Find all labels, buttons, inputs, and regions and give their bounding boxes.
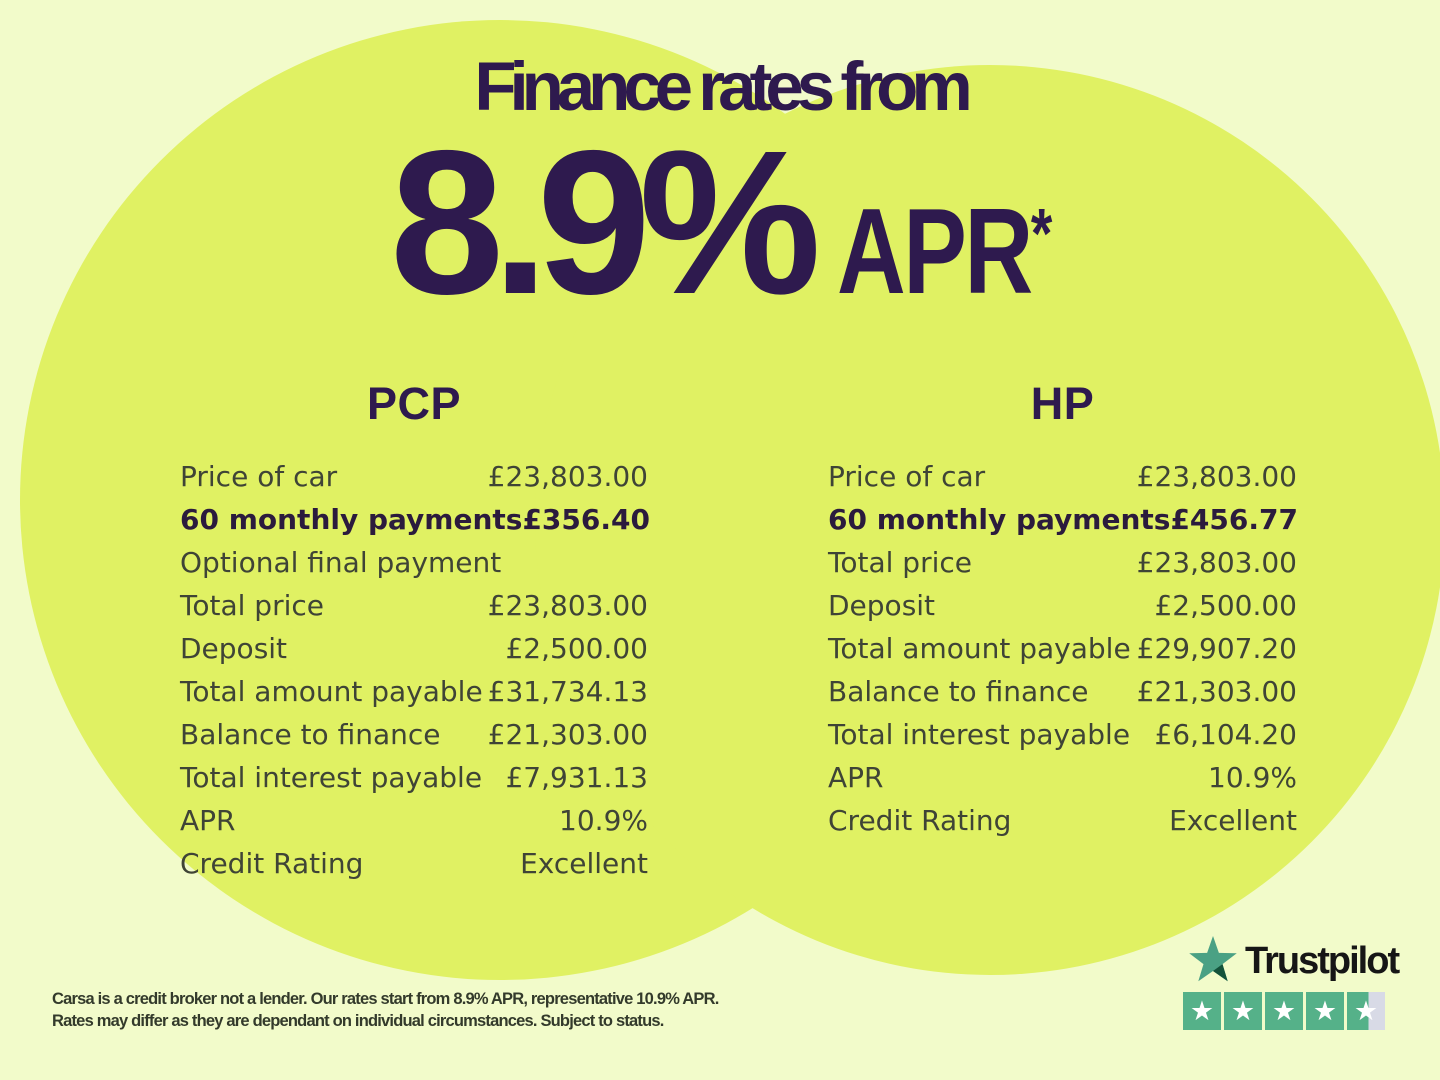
rating-star-icon [1183, 992, 1221, 1030]
row-value: £23,803.00 [1136, 460, 1297, 493]
apr-asterisk: * [1031, 193, 1053, 273]
table-row: APR 10.9% [828, 756, 1297, 799]
hp-table: Price of car £23,803.00 60 monthly payme… [828, 455, 1298, 842]
row-value: £7,931.13 [505, 761, 648, 794]
row-value: £2,500.00 [1154, 589, 1297, 622]
row-label: Total price [180, 589, 324, 622]
table-row: Balance to finance £21,303.00 [828, 670, 1297, 713]
hp-header: HP [1030, 378, 1095, 429]
apr-label: APR [837, 183, 1033, 319]
trustpilot-badge: Trustpilot [1188, 936, 1400, 986]
pcp-column: PCP Price of car £23,803.00 60 monthly p… [180, 378, 650, 885]
table-row: Price of car £23,803.00 [828, 455, 1297, 498]
row-label: Total amount payable [180, 675, 483, 708]
row-label: Deposit [828, 589, 936, 622]
table-row: Price of car £23,803.00 [180, 455, 648, 498]
disclaimer-line: Rates may differ as they are dependant o… [52, 1011, 664, 1030]
row-value: £21,303.00 [1136, 675, 1297, 708]
row-label: Price of car [180, 460, 338, 493]
row-value: £6,104.20 [1154, 718, 1297, 751]
rating-star-icon [1306, 992, 1344, 1030]
table-row: Total price £23,803.00 [180, 584, 648, 627]
pcp-header: PCP [366, 378, 462, 429]
row-label: Total interest payable [828, 718, 1131, 751]
row-label: 60 monthly payments [828, 503, 1171, 536]
table-row: Total amount payable £29,907.20 [828, 627, 1297, 670]
trustpilot-rating [1183, 992, 1385, 1030]
row-label: APR [180, 804, 236, 837]
disclaimer: Carsa is a credit broker not a lender. O… [52, 989, 719, 1032]
table-row: Total amount payable £31,734.13 [180, 670, 648, 713]
row-value: 10.9% [1208, 761, 1297, 794]
row-label: Credit Rating [828, 804, 1012, 837]
row-label: Optional final payment [180, 546, 502, 579]
trustpilot-star-icon [1189, 936, 1237, 982]
rating-star-icon-half [1347, 992, 1385, 1030]
headline-rate: 8.9% APR* [390, 120, 1113, 325]
table-row: Credit Rating Excellent [828, 799, 1297, 842]
row-value: £23,803.00 [1136, 546, 1297, 579]
banner-title: Finance rates from [474, 48, 972, 125]
apr-unit: APR* [837, 190, 1052, 312]
row-value: £23,803.00 [487, 460, 648, 493]
row-label: Balance to finance [828, 675, 1089, 708]
table-row: Balance to finance £21,303.00 [180, 713, 648, 756]
table-row: Credit Rating Excellent [180, 842, 648, 885]
table-row: Deposit £2,500.00 [180, 627, 648, 670]
table-row: Total interest payable £7,931.13 [180, 756, 648, 799]
row-value: £31,734.13 [487, 675, 648, 708]
row-value: £21,303.00 [487, 718, 648, 751]
rating-star-icon [1265, 992, 1303, 1030]
rate-value: 8.9% [390, 108, 821, 337]
table-row: Optional final payment [180, 541, 648, 584]
row-value: £29,907.20 [1136, 632, 1297, 665]
disclaimer-line: Carsa is a credit broker not a lender. O… [52, 990, 719, 1008]
row-label: Price of car [828, 460, 986, 493]
row-value: £456.77 [1170, 503, 1298, 536]
table-row: Total interest payable £6,104.20 [828, 713, 1297, 756]
row-label: Balance to finance [180, 718, 441, 751]
background-circle-right [535, 65, 1440, 975]
row-label: Deposit [180, 632, 288, 665]
trustpilot-wordmark: Trustpilot [1245, 940, 1400, 982]
row-value: £356.40 [522, 503, 650, 536]
table-row: Deposit £2,500.00 [828, 584, 1297, 627]
row-label: Total price [828, 546, 972, 579]
row-label: APR [828, 761, 884, 794]
row-value: £2,500.00 [505, 632, 648, 665]
table-row: 60 monthly payments £356.40 [180, 498, 650, 541]
table-row: Total price £23,803.00 [828, 541, 1297, 584]
row-value: Excellent [1169, 804, 1297, 837]
row-value: 10.9% [559, 804, 648, 837]
row-label: Credit Rating [180, 847, 364, 880]
table-row: APR 10.9% [180, 799, 648, 842]
table-row: 60 monthly payments £456.77 [828, 498, 1298, 541]
row-label: 60 monthly payments [180, 503, 523, 536]
pcp-table: Price of car £23,803.00 60 monthly payme… [180, 455, 650, 885]
row-label: Total interest payable [180, 761, 483, 794]
row-value: £23,803.00 [487, 589, 648, 622]
rating-star-icon [1224, 992, 1262, 1030]
row-value: Excellent [520, 847, 648, 880]
hp-column: HP Price of car £23,803.00 60 monthly pa… [828, 378, 1298, 842]
row-label: Total amount payable [828, 632, 1131, 665]
